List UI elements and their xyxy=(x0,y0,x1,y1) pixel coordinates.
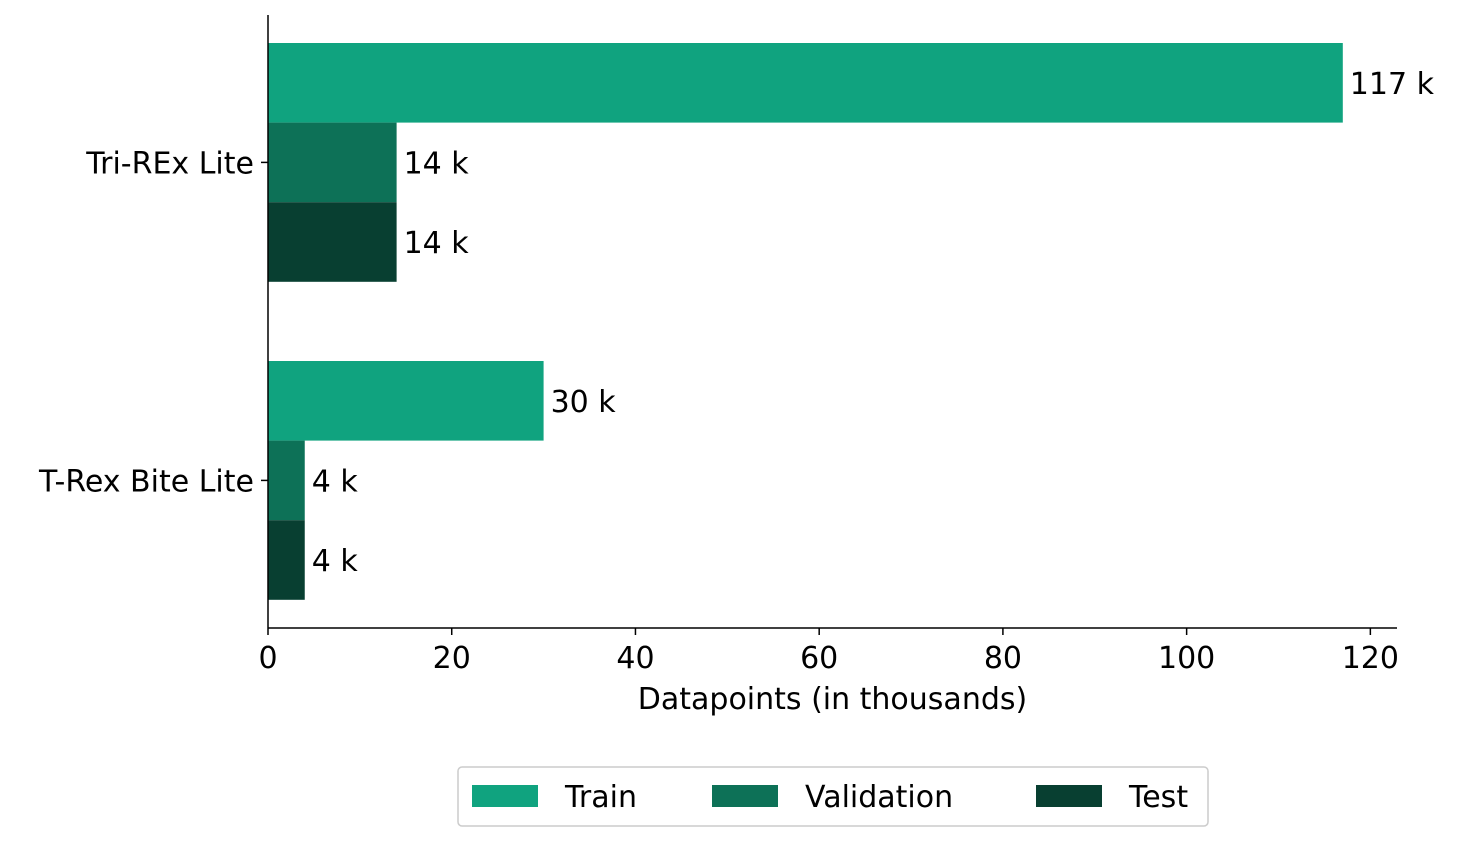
bar-train-tri-rex-lite xyxy=(268,43,1343,123)
legend: Train Validation Test xyxy=(457,766,1209,827)
legend-label-validation: Validation xyxy=(805,780,953,815)
legend-swatch-train xyxy=(472,785,538,807)
category-label-t-rex-bite-lite: T-Rex Bite Lite xyxy=(38,464,254,499)
bar-test-tri-rex-lite xyxy=(268,202,397,282)
legend-label-train: Train xyxy=(564,780,637,815)
x-tick-label: 60 xyxy=(800,641,838,676)
x-tick-label: 80 xyxy=(984,641,1022,676)
bar-labels-group: 117 k 14 k 14 k 30 k 4 k 4 k xyxy=(312,67,1435,579)
y-axis-ticks: Tri-REx Lite T-Rex Bite Lite xyxy=(38,146,268,499)
x-tick-label: 100 xyxy=(1158,641,1215,676)
x-axis-title: Datapoints (in thousands) xyxy=(638,682,1027,717)
legend-frame xyxy=(457,766,1209,827)
bar-train-t-rex-bite-lite xyxy=(268,361,544,441)
bar-value-label: 117 k xyxy=(1350,67,1435,102)
bar-validation-tri-rex-lite xyxy=(268,122,397,203)
legend-swatch-validation xyxy=(712,785,778,807)
legend-swatch-test xyxy=(1036,785,1102,807)
bars-group xyxy=(268,43,1343,600)
legend-label-test: Test xyxy=(1128,780,1188,815)
bar-value-label: 4 k xyxy=(312,464,359,499)
x-tick-label: 120 xyxy=(1342,641,1399,676)
bar-value-label: 4 k xyxy=(312,544,359,579)
x-tick-label: 0 xyxy=(258,641,277,676)
x-tick-label: 20 xyxy=(433,641,471,676)
bar-test-t-rex-bite-lite xyxy=(268,520,305,600)
bar-validation-t-rex-bite-lite xyxy=(268,440,305,521)
bar-value-label: 30 k xyxy=(551,385,617,420)
bar-value-label: 14 k xyxy=(404,146,470,181)
x-axis-ticks: 0 20 40 60 80 100 120 xyxy=(258,628,1399,676)
category-label-tri-rex-lite: Tri-REx Lite xyxy=(85,146,254,181)
x-tick-label: 40 xyxy=(616,641,654,676)
bar-value-label: 14 k xyxy=(404,226,470,261)
